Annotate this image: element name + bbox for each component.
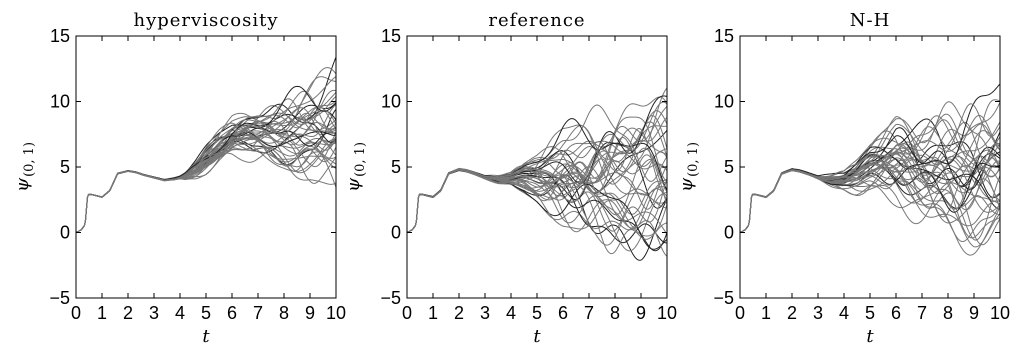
x-tick-label: 6 (227, 303, 237, 323)
x-tick-label: 10 (990, 303, 1010, 323)
series-line (407, 117, 667, 233)
x-tick-label: 6 (558, 303, 568, 323)
trace-group (76, 56, 336, 233)
series-line (407, 116, 667, 233)
y-tick-label: −5 (380, 288, 401, 308)
x-axis-label: t (202, 326, 210, 347)
x-tick-label: 2 (123, 303, 133, 323)
series-line (76, 112, 336, 233)
x-tick-label: 0 (402, 303, 412, 323)
x-tick-label: 6 (891, 303, 901, 323)
x-tick-label: 10 (657, 303, 677, 323)
series-line (407, 169, 667, 246)
x-tick-label: 10 (326, 303, 346, 323)
y-tick-label: −5 (713, 288, 734, 308)
y-axis-label: ψ(0, 1) (12, 142, 37, 192)
x-tick-label: 8 (610, 303, 620, 323)
y-tick-label: 5 (724, 157, 734, 177)
series-line (740, 169, 1000, 243)
panel-hyperviscosity: 0 1 2 3 4 5 6 7 8 9 10−5051015hyperviscositytψ(0, … (12, 10, 346, 347)
x-tick-label: 4 (839, 303, 849, 323)
x-tick-label: 7 (253, 303, 263, 323)
y-tick-label: 15 (381, 26, 401, 46)
y-tick-label: 0 (391, 223, 401, 243)
y-axis-label: ψ(0, 1) (676, 142, 701, 192)
trace-group (740, 83, 1000, 256)
y-tick-label: 0 (60, 223, 70, 243)
series-line (407, 101, 667, 233)
x-axis-label: t (533, 326, 541, 347)
x-tick-label: 0 (735, 303, 745, 323)
y-tick-label: 10 (381, 92, 401, 112)
x-tick-label: 9 (969, 303, 979, 323)
series-line (76, 134, 336, 233)
series-line (407, 169, 667, 261)
x-tick-label: 1 (428, 303, 438, 323)
x-tick-label: 9 (305, 303, 315, 323)
y-tick-label: 10 (714, 92, 734, 112)
x-tick-label: 8 (279, 303, 289, 323)
x-tick-label: 4 (175, 303, 185, 323)
x-tick-label: 3 (480, 303, 490, 323)
y-tick-label: 5 (60, 157, 70, 177)
y-tick-label: 15 (714, 26, 734, 46)
x-tick-label: 9 (636, 303, 646, 323)
x-tick-label: 7 (584, 303, 594, 323)
x-tick-label: 3 (149, 303, 159, 323)
series-line (740, 167, 1000, 233)
x-tick-label: 1 (97, 303, 107, 323)
y-tick-label: 15 (50, 26, 70, 46)
x-tick-label: 5 (532, 303, 542, 323)
x-tick-label: 3 (813, 303, 823, 323)
x-tick-label: 8 (943, 303, 953, 323)
panel-title: hyperviscosity (133, 10, 278, 31)
panel-title: reference (488, 10, 585, 31)
y-axis-label: ψ(0, 1) (343, 142, 368, 192)
series-line (407, 115, 667, 233)
x-tick-label: 0 (71, 303, 81, 323)
x-tick-label: 7 (917, 303, 927, 323)
x-tick-label: 1 (761, 303, 771, 323)
series-line (76, 105, 336, 233)
y-tick-label: 10 (50, 92, 70, 112)
x-tick-label: 2 (787, 303, 797, 323)
trace-group (407, 87, 667, 261)
y-tick-label: 0 (724, 223, 734, 243)
x-axis-label: t (866, 326, 874, 347)
x-tick-label: 5 (865, 303, 875, 323)
x-tick-label: 4 (506, 303, 516, 323)
x-tick-label: 5 (201, 303, 211, 323)
x-tick-label: 2 (454, 303, 464, 323)
y-tick-label: 5 (391, 157, 401, 177)
y-tick-label: −5 (49, 288, 70, 308)
panel-title: N-H (850, 10, 891, 31)
